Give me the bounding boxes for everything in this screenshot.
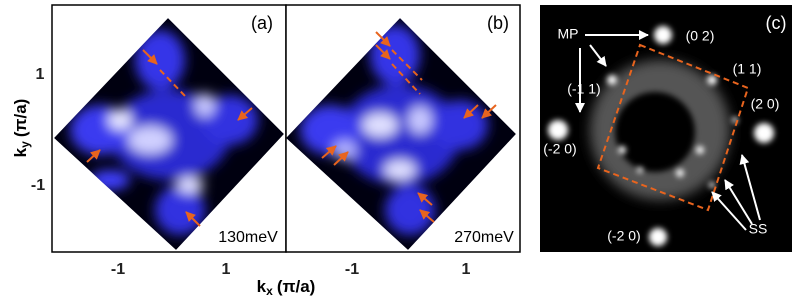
- annotation-index: (2 0): [751, 96, 780, 112]
- y-unit: (π/a): [11, 99, 30, 138]
- annotation-arrows: [575, 30, 761, 231]
- panel-b-map: [286, 18, 516, 250]
- annotation-index: (-2 0): [607, 228, 640, 244]
- arrows: [86, 49, 253, 227]
- x-tick-label: 1: [222, 261, 231, 278]
- annotation-index: (0 2): [686, 28, 715, 44]
- y-tick-label: -1: [31, 177, 45, 194]
- panel-label: (a): [251, 13, 273, 33]
- x-subscript: x: [266, 284, 273, 298]
- y-subscript: y: [18, 141, 32, 148]
- panel-label: (b): [487, 13, 509, 33]
- y-axis-label: ky (π/a): [11, 99, 32, 158]
- annotation-mp: MP: [558, 26, 579, 42]
- energy-label: 130meV: [218, 229, 278, 246]
- annotation-index: (1 1): [733, 61, 762, 77]
- panel-a-map: [54, 18, 284, 250]
- x-tick-label: 1: [462, 261, 471, 278]
- x-tick-label: -1: [111, 261, 125, 278]
- annotation-index: (-2 0): [543, 141, 576, 157]
- annotation-index: (-1 1): [567, 81, 600, 97]
- arrows: [321, 31, 497, 223]
- x-unit: (π/a): [277, 277, 316, 296]
- x-axis-label: kx (π/a): [257, 277, 316, 298]
- x-tick-label: -1: [345, 261, 359, 278]
- leed-pattern: [548, 26, 774, 246]
- x-symbol: k: [257, 277, 267, 296]
- panel-label: (c): [766, 13, 787, 33]
- y-symbol: k: [11, 147, 30, 157]
- y-tick-label: 1: [36, 66, 45, 83]
- annotation-ss: SS: [749, 221, 768, 237]
- energy-label: 270meV: [454, 229, 514, 246]
